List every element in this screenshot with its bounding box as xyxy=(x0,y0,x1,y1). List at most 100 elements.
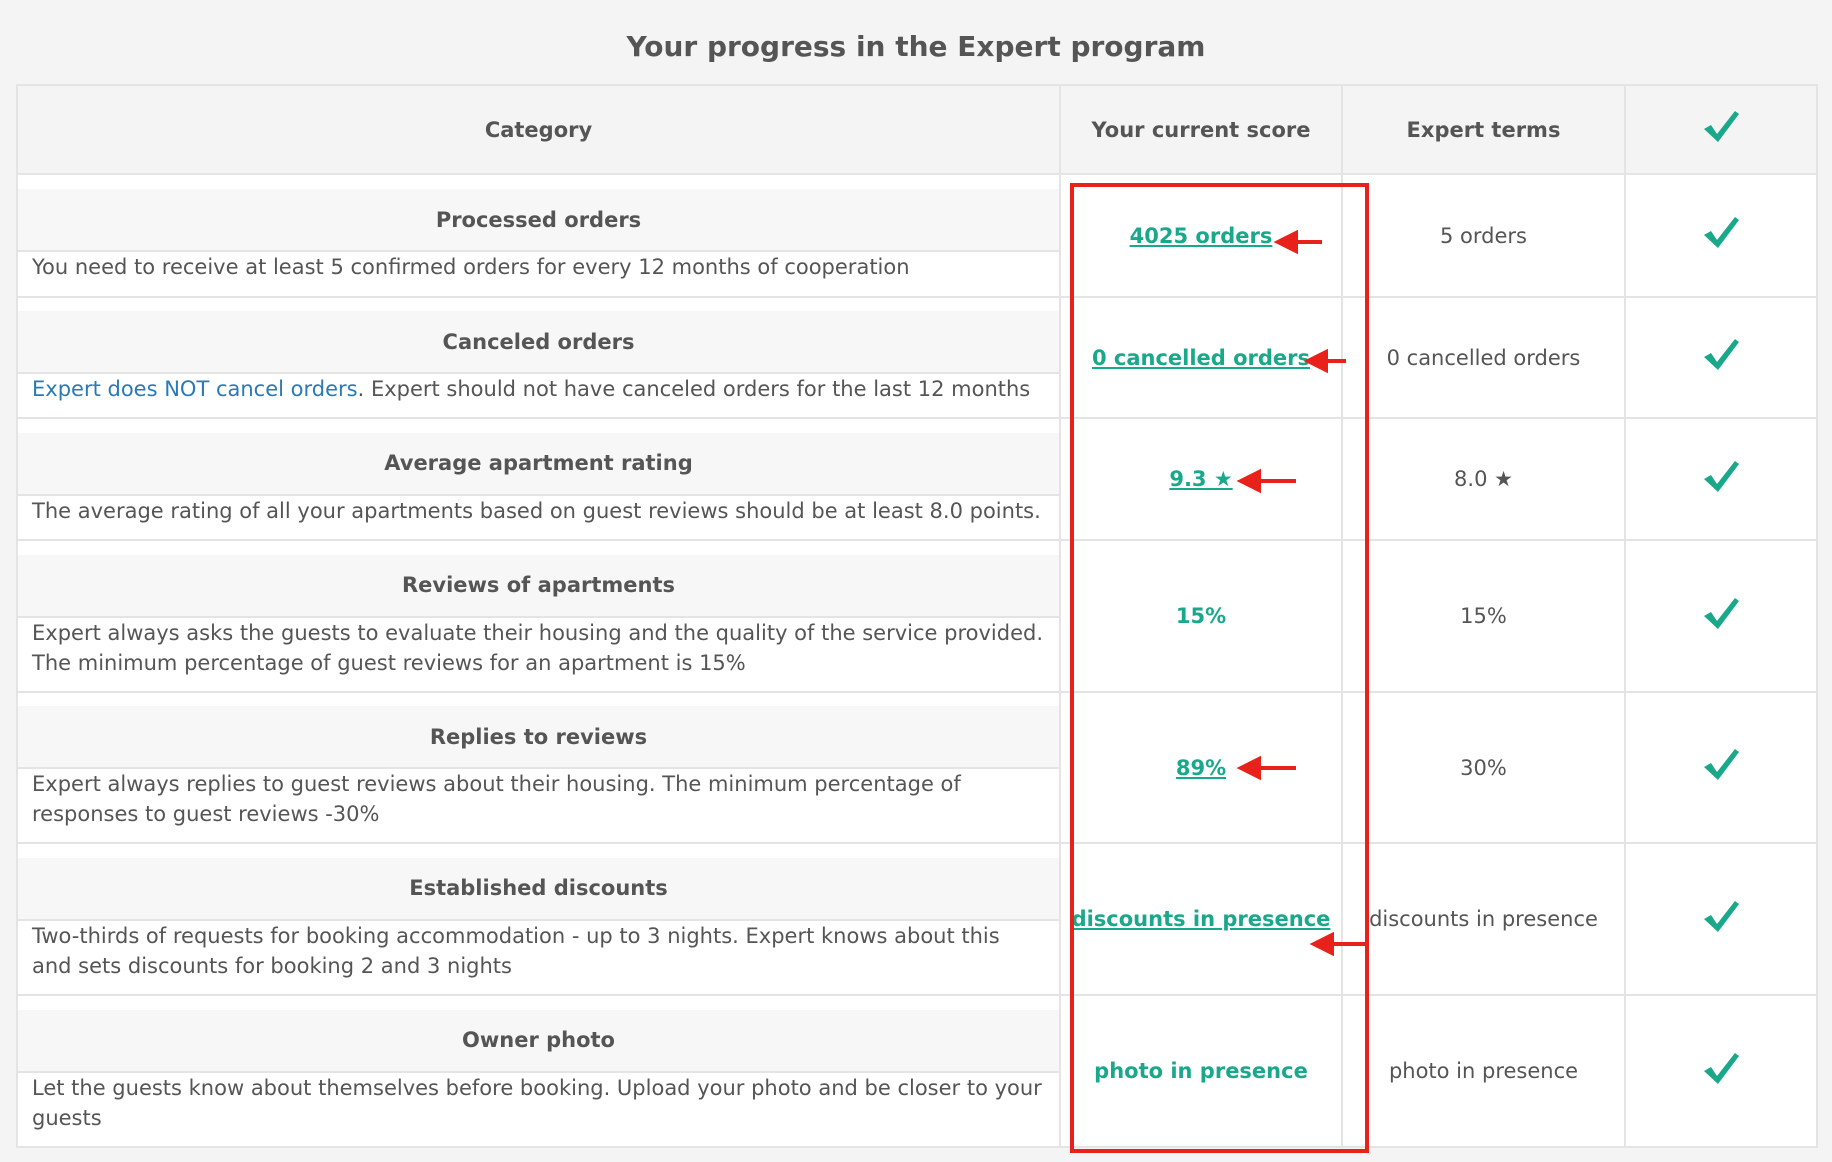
description: Let the guests know about themselves bef… xyxy=(32,1075,1042,1130)
category-block: Owner photo Let the guests know about the… xyxy=(18,1009,1059,1133)
category-description: You need to receive at least 5 confirmed… xyxy=(18,252,1059,282)
category-title: Owner photo xyxy=(18,1009,1059,1073)
terms-cell: 0 cancelled orders xyxy=(1341,296,1626,419)
category-block: Replies to reviews Expert always replies … xyxy=(18,706,1059,829)
terms: 8.0 ★ xyxy=(1454,467,1513,491)
category-block: Established discounts Two-thirds of reque… xyxy=(18,857,1059,981)
header-row: Category Your current score Expert terms xyxy=(16,84,1818,175)
page-title: Your progress in the Expert program xyxy=(626,30,1206,63)
score-cell: 9.3 ★ xyxy=(1059,417,1343,541)
score[interactable]: 4025 orders xyxy=(1129,223,1273,248)
check-cell xyxy=(1624,296,1818,419)
terms: 0 cancelled orders xyxy=(1386,345,1581,370)
description: You need to receive at least 5 confirmed… xyxy=(32,255,910,279)
description-text: Expert always asks the guests to evaluat… xyxy=(32,618,1045,678)
terms-cell: photo in presence xyxy=(1341,994,1626,1148)
table-row: Average apartment rating The average rati… xyxy=(16,417,1818,541)
checkmark xyxy=(1704,597,1739,629)
category-cell: Average apartment rating The average rati… xyxy=(16,417,1061,541)
terms-cell: 5 orders xyxy=(1341,173,1626,298)
terms-cell: 8.0 ★ xyxy=(1341,417,1626,541)
description: Expert always replies to guest reviews a… xyxy=(32,772,961,826)
score[interactable]: 9.3 ★ xyxy=(1169,467,1233,491)
category-description: The average rating of all your apartment… xyxy=(18,496,1059,526)
terms-cell: 30% xyxy=(1341,691,1626,844)
score: 15% xyxy=(1175,604,1227,628)
check-cell xyxy=(1624,691,1818,844)
category-title: Canceled orders xyxy=(18,311,1059,374)
table-row: Reviews of apartments Expert always asks … xyxy=(16,539,1818,693)
description: The average rating of all your apartment… xyxy=(32,498,1041,523)
terms: 30% xyxy=(1460,755,1507,780)
table-row: Replies to reviews Expert always replies … xyxy=(16,691,1818,844)
checkmark xyxy=(1704,749,1739,780)
progress-table: Category Your current score Expert terms… xyxy=(16,84,1818,1148)
checkmark xyxy=(1704,460,1739,492)
terms: discounts in presence xyxy=(1369,907,1598,931)
score[interactable]: 0 cancelled orders xyxy=(1091,345,1311,370)
description-link[interactable]: Expert does NOT cancel orders xyxy=(32,377,358,401)
terms-cell: discounts in presence xyxy=(1341,842,1626,996)
category-title: Replies to reviews xyxy=(18,706,1059,769)
score-cell: 89% xyxy=(1059,691,1343,844)
column-header: Expert terms xyxy=(1341,84,1626,175)
category-block: Canceled orders Expert does NOT cancel or… xyxy=(18,311,1059,404)
description-text: You need to receive at least 5 confirmed… xyxy=(32,252,910,282)
category-block: Reviews of apartments Expert always asks … xyxy=(18,554,1059,678)
description-text: Two-thirds of requests for booking accom… xyxy=(32,921,1045,981)
check-cell xyxy=(1624,994,1818,1148)
check-cell xyxy=(1624,539,1818,693)
terms: photo in presence xyxy=(1388,1059,1579,1083)
description: . Expert should not have canceled orders… xyxy=(357,377,1031,401)
score-cell: 0 cancelled orders xyxy=(1059,296,1343,419)
checkmark xyxy=(1704,111,1739,142)
category-title: Established discounts xyxy=(18,857,1059,921)
category-title: Average apartment rating xyxy=(18,432,1059,496)
category-title: Processed orders xyxy=(18,189,1059,252)
score: photo in presence xyxy=(1094,1059,1308,1083)
description-text: The average rating of all your apartment… xyxy=(32,496,1041,526)
category-description: Two-thirds of requests for booking accom… xyxy=(18,921,1059,981)
score-cell: 4025 orders xyxy=(1059,173,1343,298)
terms: 5 orders xyxy=(1440,223,1527,248)
category-block: Average apartment rating The average rati… xyxy=(18,432,1059,526)
checkmark xyxy=(1704,1052,1739,1084)
score[interactable]: 89% xyxy=(1175,755,1227,780)
description-text: Expert does NOT cancel orders. Expert sh… xyxy=(32,374,1030,404)
checkmark xyxy=(1704,339,1739,370)
checkmark xyxy=(1704,900,1739,932)
category-block: Processed orders You need to receive at l… xyxy=(18,189,1059,282)
check-cell xyxy=(1624,842,1818,996)
category-cell: Reviews of apartments Expert always asks … xyxy=(16,539,1061,693)
table-row: Established discounts Two-thirds of reque… xyxy=(16,842,1818,996)
check-cell xyxy=(1624,173,1818,298)
category-cell: Canceled orders Expert does NOT cancel or… xyxy=(16,296,1061,419)
column-header: Your current score xyxy=(1059,84,1343,175)
checkmark xyxy=(1704,217,1739,248)
table-row: Processed orders You need to receive at l… xyxy=(16,173,1818,298)
score-cell: discounts in presence xyxy=(1059,842,1343,996)
description: Expert always asks the guests to evaluat… xyxy=(32,620,1043,675)
description: Two-thirds of requests for booking accom… xyxy=(32,923,1000,978)
table-row: Canceled orders Expert does NOT cancel or… xyxy=(16,296,1818,419)
terms-cell: 15% xyxy=(1341,539,1626,693)
category-description: Expert does NOT cancel orders. Expert sh… xyxy=(18,374,1059,404)
category-cell: Processed orders You need to receive at l… xyxy=(16,173,1061,298)
category-description: Let the guests know about themselves bef… xyxy=(18,1073,1059,1133)
category-description: Expert always asks the guests to evaluat… xyxy=(18,618,1059,678)
score-cell: photo in presence xyxy=(1059,994,1343,1148)
column-header: Category xyxy=(16,84,1061,175)
category-description: Expert always replies to guest reviews a… xyxy=(18,769,1059,829)
category-title: Reviews of apartments xyxy=(18,554,1059,618)
category-cell: Owner photo Let the guests know about the… xyxy=(16,994,1061,1148)
score[interactable]: discounts in presence xyxy=(1071,907,1331,931)
check-header xyxy=(1624,84,1818,175)
description-text: Expert always replies to guest reviews a… xyxy=(32,769,1045,829)
category-cell: Replies to reviews Expert always replies … xyxy=(16,691,1061,844)
description-text: Let the guests know about themselves bef… xyxy=(32,1073,1045,1133)
category-cell: Established discounts Two-thirds of reque… xyxy=(16,842,1061,996)
check-cell xyxy=(1624,417,1818,541)
table-row: Owner photo Let the guests know about the… xyxy=(16,994,1818,1148)
terms: 15% xyxy=(1460,604,1507,628)
